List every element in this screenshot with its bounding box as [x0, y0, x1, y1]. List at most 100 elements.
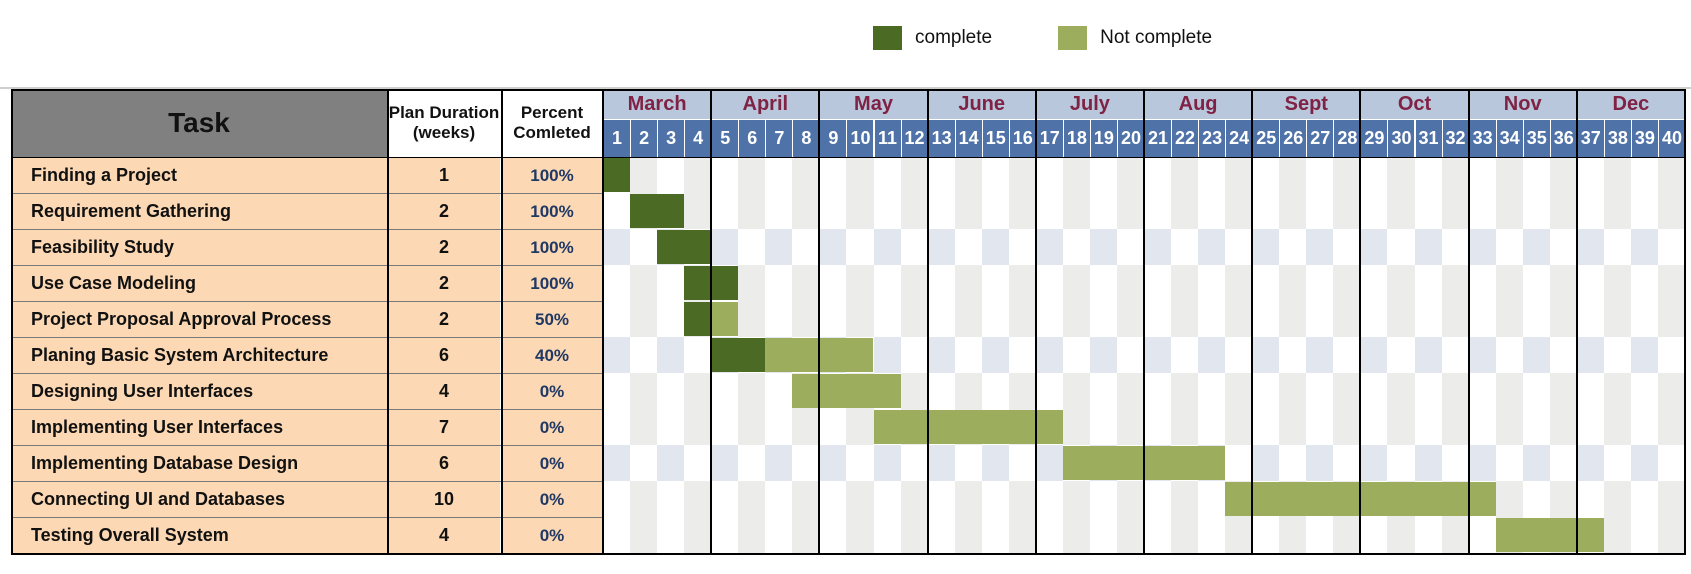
- grid-cell: [1630, 337, 1659, 373]
- grid-cell: [1495, 157, 1524, 193]
- grid-cell: [684, 193, 712, 229]
- grid-cell: [711, 445, 739, 481]
- grid-cell: [1576, 409, 1605, 445]
- grid-cell: [927, 301, 956, 337]
- grid-cell: [1333, 373, 1361, 409]
- grid-cell: [765, 409, 793, 445]
- grid-cell: [1414, 373, 1443, 409]
- week-header: 32: [1442, 120, 1469, 157]
- grid-cell: [1603, 517, 1632, 553]
- row-divider: [11, 409, 602, 410]
- grid-cell: [1657, 409, 1686, 445]
- grid-cell: [1441, 517, 1470, 553]
- week-header: 10: [847, 120, 874, 157]
- grid-cell: [603, 445, 631, 481]
- grid-cell: [1495, 445, 1524, 481]
- grid-cell: [1035, 301, 1064, 337]
- week-header: 8: [793, 120, 820, 157]
- grid-cell: [1576, 373, 1605, 409]
- week-header: 34: [1496, 120, 1523, 157]
- grid-cell: [900, 157, 929, 193]
- grid-cell: [1008, 157, 1037, 193]
- bar-complete: [711, 338, 766, 372]
- grid-cell: [1035, 337, 1064, 373]
- grid-cell: [1198, 409, 1226, 445]
- grid-cell: [873, 517, 902, 553]
- grid-cell: [1144, 229, 1172, 265]
- grid-cell: [1306, 157, 1334, 193]
- bar-complete: [603, 158, 631, 192]
- grid-cell: [1414, 301, 1443, 337]
- grid-cell: [1225, 445, 1253, 481]
- week-header: 30: [1388, 120, 1415, 157]
- grid-cell: [900, 265, 929, 301]
- row-divider: [11, 481, 602, 482]
- grid-cell: [1171, 481, 1199, 517]
- grid-cell: [873, 157, 902, 193]
- grid-cell: [1144, 373, 1172, 409]
- month-header: Nov: [1469, 89, 1576, 119]
- grid-cell: [900, 193, 929, 229]
- task-percent: 0%: [502, 410, 602, 445]
- grid-cell: [1441, 373, 1470, 409]
- grid-cell: [1198, 157, 1226, 193]
- week-header: 13: [928, 120, 955, 157]
- grid-cell: [1414, 157, 1443, 193]
- week-header: 27: [1307, 120, 1334, 157]
- week-header: 33: [1469, 120, 1496, 157]
- grid-cell: [630, 373, 658, 409]
- row-divider: [11, 193, 602, 194]
- task-name: Requirement Gathering: [11, 194, 387, 229]
- grid-cell: [1468, 373, 1497, 409]
- grid-cell: [1549, 301, 1578, 337]
- grid-cell: [738, 265, 766, 301]
- grid-cell: [1089, 409, 1118, 445]
- grid-cell: [981, 337, 1010, 373]
- grid-cell: [1225, 337, 1253, 373]
- grid-cell: [1522, 301, 1551, 337]
- grid-cell: [792, 229, 820, 265]
- week-header: 39: [1631, 120, 1658, 157]
- grid-cell: [1603, 301, 1632, 337]
- task-percent: 0%: [502, 518, 602, 553]
- grid-cell: [1144, 337, 1172, 373]
- week-header: 24: [1226, 120, 1253, 157]
- grid-cell: [873, 229, 902, 265]
- grid-cell: [1089, 229, 1118, 265]
- header-bottom-line: [11, 157, 1685, 158]
- week-header: 6: [739, 120, 766, 157]
- grid-cell: [1387, 337, 1415, 373]
- grid-cell: [1603, 265, 1632, 301]
- grid-cell: [1252, 373, 1280, 409]
- row-divider: [11, 445, 602, 446]
- grid-cell: [981, 373, 1010, 409]
- grid-cell: [1062, 481, 1091, 517]
- grid-cell: [603, 373, 631, 409]
- column-divider: [387, 89, 389, 555]
- grid-cell: [1360, 229, 1388, 265]
- grid-cell: [1306, 373, 1334, 409]
- legend-swatch: [873, 26, 902, 50]
- grid-cell: [1171, 193, 1199, 229]
- grid-cell: [765, 157, 793, 193]
- task-percent: 40%: [502, 338, 602, 373]
- grid-cell: [1468, 193, 1497, 229]
- grid-cell: [1035, 229, 1064, 265]
- grid-cell: [765, 229, 793, 265]
- grid-cell: [1468, 445, 1497, 481]
- grid-cell: [900, 373, 929, 409]
- grid-cell: [981, 445, 1010, 481]
- grid-cell: [1387, 373, 1415, 409]
- grid-cell: [1468, 301, 1497, 337]
- grid-cell: [1008, 481, 1037, 517]
- grid-cell: [765, 445, 793, 481]
- grid-cell: [1306, 229, 1334, 265]
- grid-cell: [711, 517, 739, 553]
- grid-cell: [1171, 517, 1199, 553]
- grid-cell: [954, 337, 983, 373]
- task-duration: 7: [388, 410, 500, 445]
- grid-cell: [1279, 265, 1307, 301]
- grid-cell: [1008, 517, 1037, 553]
- grid-cell: [1495, 265, 1524, 301]
- month-header: Sept: [1253, 89, 1360, 119]
